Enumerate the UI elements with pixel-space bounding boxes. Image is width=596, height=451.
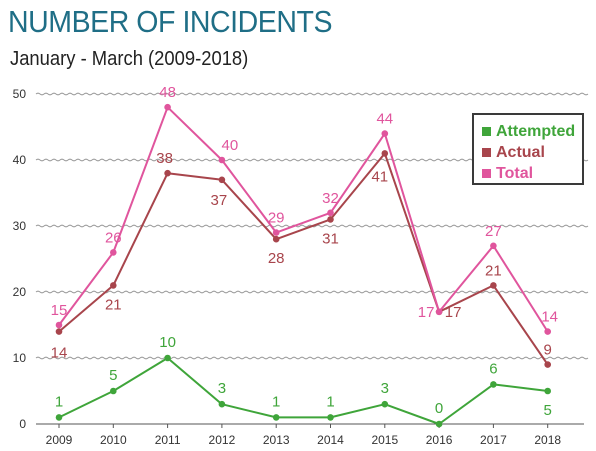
x-tick-label: 2011 [155, 433, 181, 447]
data-label-actual: 9 [544, 342, 552, 359]
data-point-actual [218, 176, 226, 184]
data-point-total [218, 156, 226, 164]
data-point-total [435, 308, 443, 316]
data-label-total: 32 [322, 190, 339, 207]
data-label-total: 26 [105, 229, 122, 246]
data-label-total: 48 [159, 84, 176, 101]
y-tick-label: 50 [13, 87, 27, 101]
data-label-total: 29 [268, 210, 285, 227]
y-tick-label: 20 [13, 285, 27, 299]
data-label-total: 27 [485, 223, 502, 240]
data-label-total: 17 [418, 304, 435, 321]
x-tick-label: 2017 [480, 433, 507, 447]
y-tick-label: 10 [13, 351, 27, 365]
legend-swatch [482, 169, 491, 178]
legend-label: Total [496, 164, 534, 182]
data-point-actual [55, 328, 63, 335]
legend-item-actual: Actual [482, 142, 582, 163]
data-point-actual [544, 361, 551, 368]
data-label-attempted: 5 [544, 402, 552, 419]
data-point-attempted [327, 414, 334, 421]
chart-subtitle: January - March (2009-2018) [10, 48, 249, 70]
data-label-attempted: 1 [272, 393, 280, 410]
data-point-actual [272, 235, 280, 243]
grid-line [35, 356, 589, 360]
data-point-attempted [164, 354, 171, 362]
legend-label: Attempted [496, 122, 576, 140]
data-label-actual: 28 [268, 250, 285, 267]
data-point-total [272, 229, 280, 236]
chart-legend: Attempted Actual Total [472, 113, 584, 185]
data-point-actual [381, 150, 389, 157]
x-tick-label: 2009 [46, 433, 73, 447]
grid-line [35, 290, 589, 294]
data-point-attempted [55, 414, 63, 421]
y-tick-label: 0 [19, 417, 26, 431]
legend-swatch [482, 127, 491, 136]
data-label-attempted: 10 [159, 334, 176, 351]
data-point-total [55, 321, 63, 329]
data-label-attempted: 0 [435, 400, 443, 417]
legend-item-total: Total [482, 163, 582, 184]
data-point-attempted [272, 414, 280, 421]
data-point-actual [110, 282, 117, 289]
x-tick-label: 2010 [100, 433, 127, 447]
x-tick-label: 2014 [317, 433, 344, 447]
data-label-attempted: 6 [489, 360, 497, 377]
y-tick-label: 40 [13, 153, 27, 167]
data-label-attempted: 3 [218, 380, 226, 397]
data-point-attempted [435, 420, 443, 428]
data-point-total [327, 209, 334, 217]
data-label-attempted: 3 [381, 380, 389, 397]
data-label-actual: 37 [211, 192, 228, 209]
x-tick-label: 2012 [209, 433, 236, 447]
series-line-actual [58, 152, 549, 366]
legend-swatch [482, 148, 491, 157]
legend-item-attempted: Attempted [482, 121, 582, 142]
data-label-total: 44 [376, 111, 393, 128]
series-line-total [58, 106, 549, 333]
x-tick-label: 2015 [371, 433, 398, 447]
data-label-actual: 38 [156, 150, 173, 167]
data-point-total [110, 249, 117, 256]
data-point-actual [490, 282, 497, 289]
x-tick-label: 2018 [534, 433, 561, 447]
data-label-actual: 41 [371, 168, 388, 185]
x-tick-label: 2013 [263, 433, 290, 447]
data-label-total: 15 [51, 302, 68, 319]
data-point-total [544, 328, 551, 335]
data-label-actual: 14 [51, 345, 68, 362]
data-point-attempted [218, 400, 226, 408]
chart-title: NUMBER OF INCIDENTS [8, 4, 333, 39]
grid-line [35, 92, 589, 96]
data-point-attempted [490, 381, 497, 388]
data-label-attempted: 1 [55, 393, 63, 410]
data-point-attempted [110, 387, 117, 395]
data-label-actual: 31 [322, 230, 339, 247]
data-label-total: 14 [541, 309, 558, 326]
data-label-attempted: 5 [109, 367, 117, 384]
legend-label: Actual [496, 143, 545, 161]
data-point-actual [164, 169, 171, 177]
data-point-total [490, 242, 497, 250]
series-line-attempted [58, 357, 548, 425]
data-point-actual [327, 216, 334, 223]
data-point-total [164, 103, 171, 111]
x-tick-label: 2016 [426, 433, 453, 447]
data-point-attempted [381, 400, 389, 408]
data-label-total: 40 [222, 137, 239, 154]
data-point-attempted [544, 387, 551, 395]
data-label-actual: 21 [105, 296, 122, 313]
data-label-attempted: 1 [326, 393, 334, 410]
y-tick-label: 30 [13, 219, 27, 233]
data-point-total [381, 130, 389, 137]
data-label-actual: 21 [485, 262, 502, 279]
data-label-actual: 17 [445, 304, 462, 321]
